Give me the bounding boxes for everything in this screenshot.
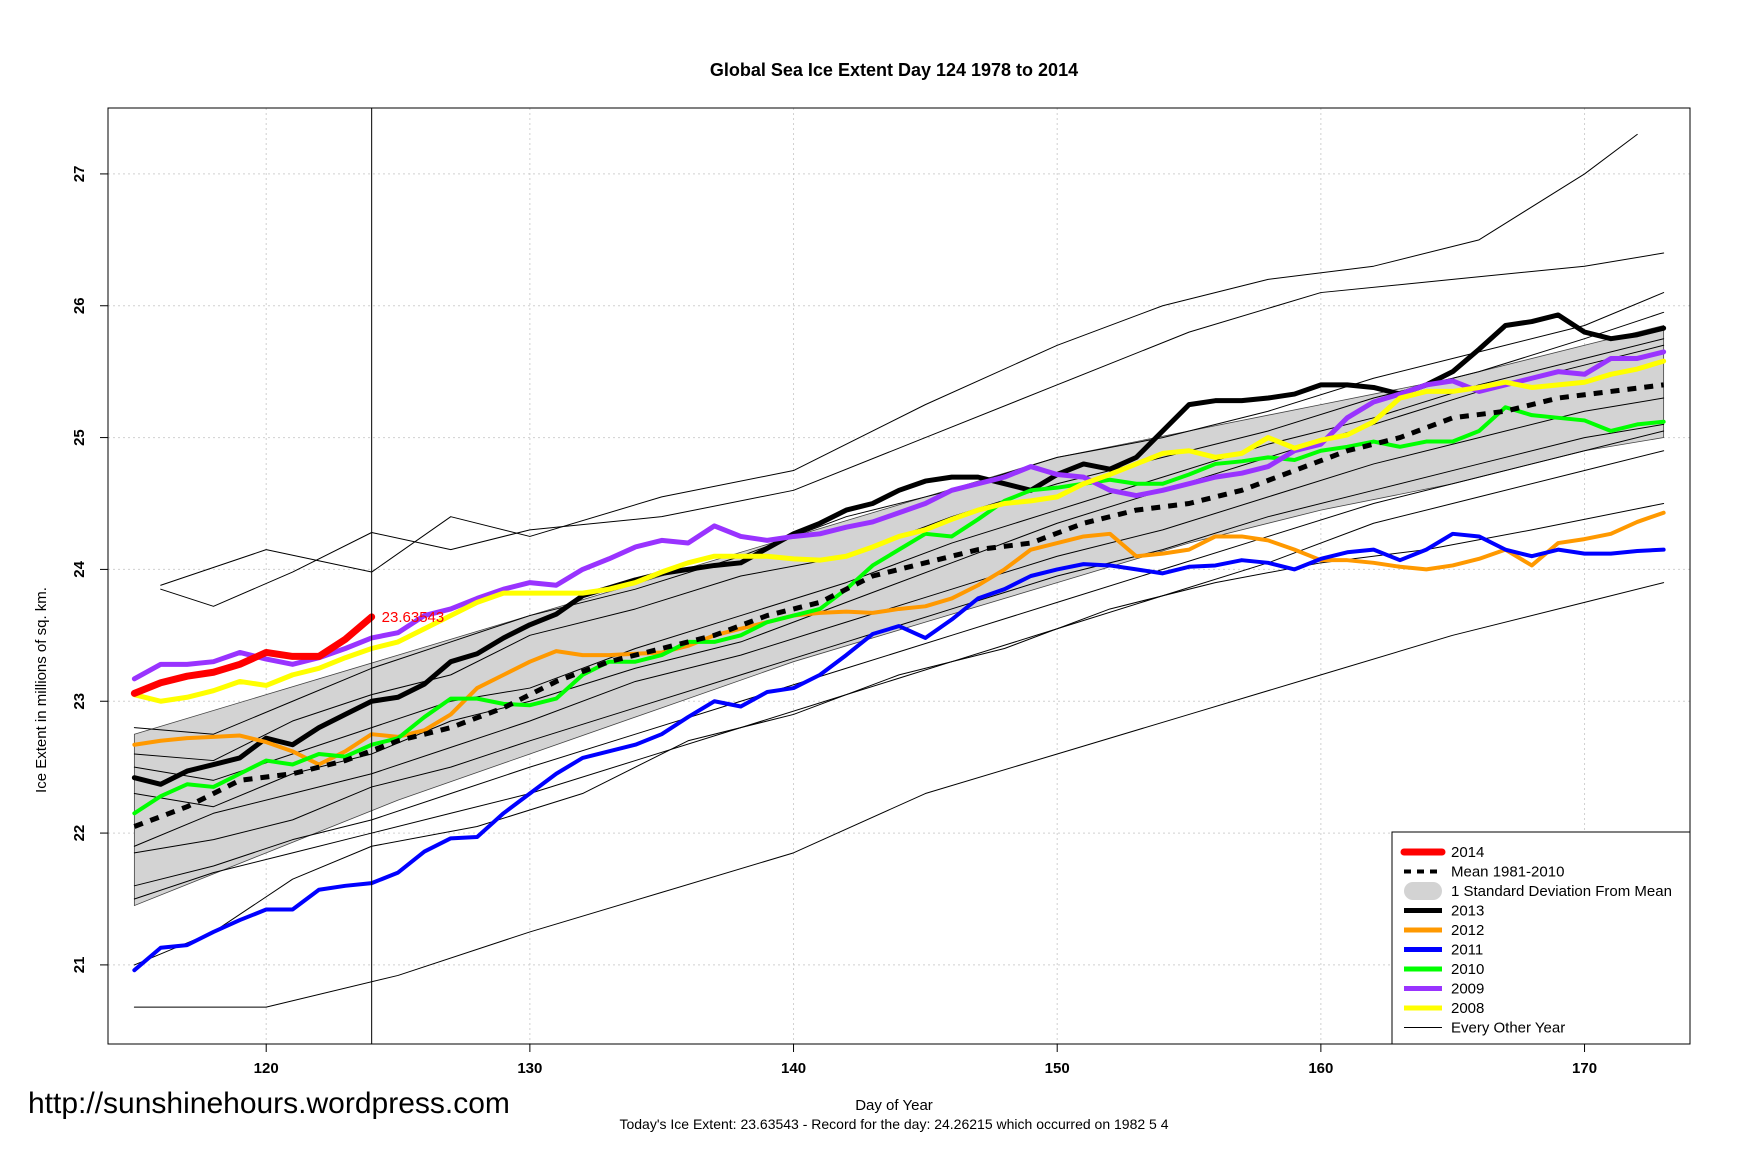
y-tick-label: 25: [71, 429, 88, 446]
x-tick-label: 150: [1045, 1060, 1070, 1077]
legend-label: 2014: [1451, 844, 1484, 861]
series-line-every-other-year: [133, 450, 1665, 900]
legend-label: Mean 1981-2010: [1451, 864, 1564, 881]
x-tick-label: 140: [781, 1060, 806, 1077]
x-tick-label: 120: [254, 1060, 279, 1077]
x-axis: 120 130 140 150 160 170: [254, 1044, 1597, 1077]
legend-label: Every Other Year: [1451, 1020, 1565, 1037]
series-line-every-other-year: [133, 582, 1665, 1008]
series-line-2012: [132, 510, 1666, 767]
series-line-every-other-year: [133, 338, 1665, 781]
sd-band-area: [133, 325, 1665, 907]
y-axis-label: Ice Extent in millions of sq. km.: [33, 587, 50, 793]
sd-band: [133, 325, 1665, 907]
series-line-2009: [131, 349, 1667, 682]
series-line-2008: [131, 358, 1667, 704]
series-line-every-other-year: [133, 423, 1665, 854]
legend-label: 2010: [1451, 961, 1484, 978]
x-axis-label: Day of Year: [855, 1097, 933, 1114]
legend: 2014 Mean 1981-2010 1 Standard Deviation F…: [1391, 831, 1691, 1045]
x-tick-label: 130: [517, 1060, 542, 1077]
series-line-2010: [132, 405, 1666, 816]
y-tick-label: 24: [71, 560, 88, 577]
y-tick-label: 26: [71, 297, 88, 314]
grid: [108, 108, 1690, 1044]
legend-swatch: [1404, 882, 1442, 900]
series-line-every-other-year: [133, 430, 1665, 887]
x-tick-label: 160: [1308, 1060, 1333, 1077]
y-tick-label: 21: [71, 957, 88, 974]
legend-label: 1 Standard Deviation From Mean: [1451, 883, 1672, 900]
current-value-label: 23.63543: [382, 609, 445, 626]
series-line-every-other-year: [133, 397, 1665, 847]
legend-label: 2008: [1451, 1000, 1484, 1017]
legend-label: 2012: [1451, 922, 1484, 939]
legend-label: 2009: [1451, 981, 1484, 998]
series-line-2011: [132, 531, 1666, 973]
y-axis: 21 22 23 24 25 26 27: [71, 166, 108, 974]
x-tick-label: 170: [1572, 1060, 1597, 1077]
series-line-every-other-year: [133, 292, 1665, 735]
series-group: [130, 133, 1667, 1008]
y-tick-label: 23: [71, 693, 88, 710]
chart-title: Global Sea Ice Extent Day 124 1978 to 20…: [710, 60, 1078, 80]
y-tick-label: 22: [71, 825, 88, 842]
legend-label: 2013: [1451, 903, 1484, 920]
chart-subtitle: Today's Ice Extent: 23.63543 - Record fo…: [619, 1116, 1168, 1132]
series-line-every-other-year: [160, 133, 1638, 586]
series-line-every-other-year: [160, 252, 1665, 607]
y-tick-label: 27: [71, 166, 88, 183]
series-line-2014: [130, 613, 376, 697]
legend-label: 2011: [1451, 942, 1483, 959]
footer-url: http://sunshinehours.wordpress.com: [28, 1087, 510, 1120]
plot-frame: [107, 107, 1691, 1045]
